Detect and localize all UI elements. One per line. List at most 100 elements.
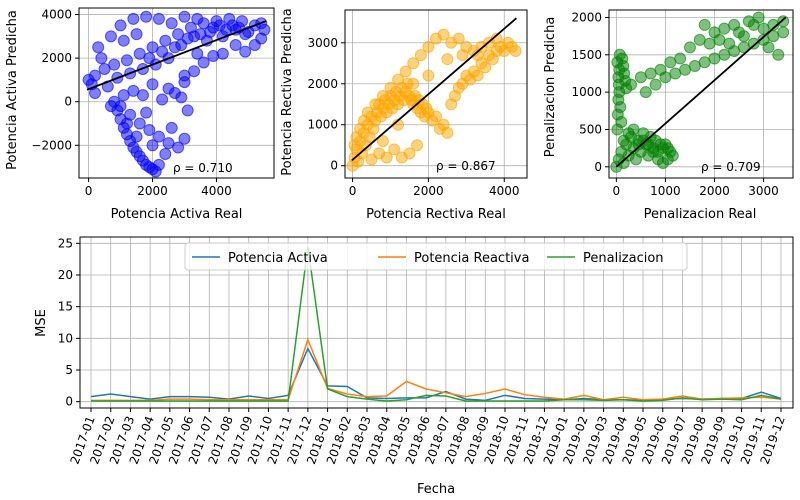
scatter-point [365, 153, 378, 166]
scatter-point [146, 78, 159, 91]
scatter-point [430, 110, 442, 123]
scatter-point [165, 121, 178, 134]
scatter-point [191, 47, 204, 60]
annotation-rho-activa: ρ = 0.710 [173, 161, 233, 175]
x-tick-label: 0 [613, 184, 621, 198]
scatter-point [639, 86, 652, 99]
x-tick-label: 2000 [699, 184, 730, 198]
y-tick-label: 1000 [307, 118, 338, 132]
scatter-point [388, 143, 401, 156]
scatter-point [159, 148, 172, 161]
axes-frame [79, 236, 794, 409]
scatter-point [456, 49, 469, 62]
legend-box [184, 242, 688, 271]
fit-line [615, 16, 787, 168]
scatter-point [108, 58, 121, 71]
scatter-point [772, 48, 785, 61]
scatter-point [414, 49, 427, 62]
y-tick-label: 20 [58, 268, 73, 282]
x-tick-label: 3000 [748, 184, 779, 198]
y-tick-label: 500 [579, 122, 602, 136]
scatter-point [452, 32, 465, 45]
scatter-point [752, 11, 765, 24]
legend-label: Potencia Reactiva [414, 251, 529, 266]
scatter-point [422, 40, 435, 53]
scatter-point [614, 101, 627, 114]
xlabel-rectiva: Potencia Rectiva Real [366, 207, 506, 222]
fit-line [351, 17, 517, 162]
scatter-point [207, 49, 220, 62]
x-tick-label: 4000 [201, 184, 232, 198]
scatter-point [479, 61, 492, 74]
y-tick-label: 0 [594, 160, 602, 174]
legend-label: Penalizacion [583, 251, 664, 266]
scatter-point [133, 117, 146, 130]
y-tick-label: 4000 [41, 8, 72, 22]
series-line-penalizacion [91, 246, 782, 402]
y-tick-label: 0 [330, 159, 338, 173]
y-tick-label: 0 [64, 95, 72, 109]
scatter-plot-potencia-activa: ρ = 0.710 Potencia Activa Real Potencia … [5, 7, 275, 222]
scatter-point [376, 90, 389, 103]
y-tick-label: 2000 [307, 77, 338, 91]
scatter-point [152, 12, 165, 25]
y-tick-label: 5 [65, 363, 73, 377]
scatter-point [683, 41, 696, 54]
scatter-point [159, 34, 172, 47]
scatter-point [104, 30, 117, 43]
scatter-point [143, 124, 156, 137]
scatter-points-0 [82, 10, 271, 178]
ylabel-activa: Potencia Activa Predicha [5, 10, 20, 170]
scatter-point [664, 56, 677, 69]
ylabel-mse: MSE [34, 309, 49, 337]
scatter-point [380, 151, 393, 164]
scatter-point [88, 87, 101, 99]
scatter-point [130, 28, 143, 41]
scatter-point [114, 19, 127, 32]
scatter-point [178, 10, 191, 23]
scatter-point [399, 65, 412, 78]
scatter-point [178, 132, 191, 145]
y-tick-label: 25 [58, 236, 73, 250]
scatter-point [178, 69, 191, 82]
axes-frame [608, 9, 794, 179]
ylabel-rectiva: Potencia Rectiva Predicha [280, 8, 295, 176]
scatter-point [172, 141, 185, 154]
scatter-point [152, 130, 165, 143]
axes-frame [344, 9, 528, 179]
scatter-point [407, 77, 420, 90]
y-tick-label: 10 [58, 331, 73, 345]
scatter-point [181, 104, 194, 117]
scatter-point [376, 135, 389, 148]
axes-frame [78, 7, 275, 179]
x-tick-label: 0 [349, 184, 357, 198]
xlabel-fecha: Fecha [417, 482, 455, 497]
scatter-point [777, 15, 790, 28]
scatter-point [437, 28, 450, 41]
scatter-point [369, 98, 382, 111]
scatter-point [140, 10, 153, 23]
scatter-point [162, 82, 175, 95]
scatter-point [649, 78, 662, 91]
scatter-points-1 [346, 28, 522, 172]
scatter-point [95, 52, 108, 65]
y-tick-label: 15 [58, 300, 73, 314]
y-tick-label: 2000 [571, 10, 602, 24]
scatter-point [146, 139, 159, 152]
scatter-point [117, 89, 130, 102]
scatter-point [130, 130, 143, 143]
scatter-point [762, 41, 775, 54]
scatter-point [723, 37, 736, 50]
y-tick-label: −2000 [31, 138, 72, 152]
scatter-point [634, 71, 647, 84]
y-tick-label: 0 [65, 395, 73, 409]
y-tick-label: 1000 [571, 85, 602, 99]
scatter-point [733, 26, 746, 39]
scatter-point [627, 123, 640, 136]
ylabel-penalizacion: Penalizacion Predicha [543, 17, 558, 158]
xlabel-activa: Potencia Activa Real [111, 207, 243, 222]
y-tick-label: 3000 [307, 36, 338, 50]
scatter-point [625, 78, 638, 91]
scatter-point [661, 153, 674, 166]
scatter-points-2 [610, 11, 790, 173]
